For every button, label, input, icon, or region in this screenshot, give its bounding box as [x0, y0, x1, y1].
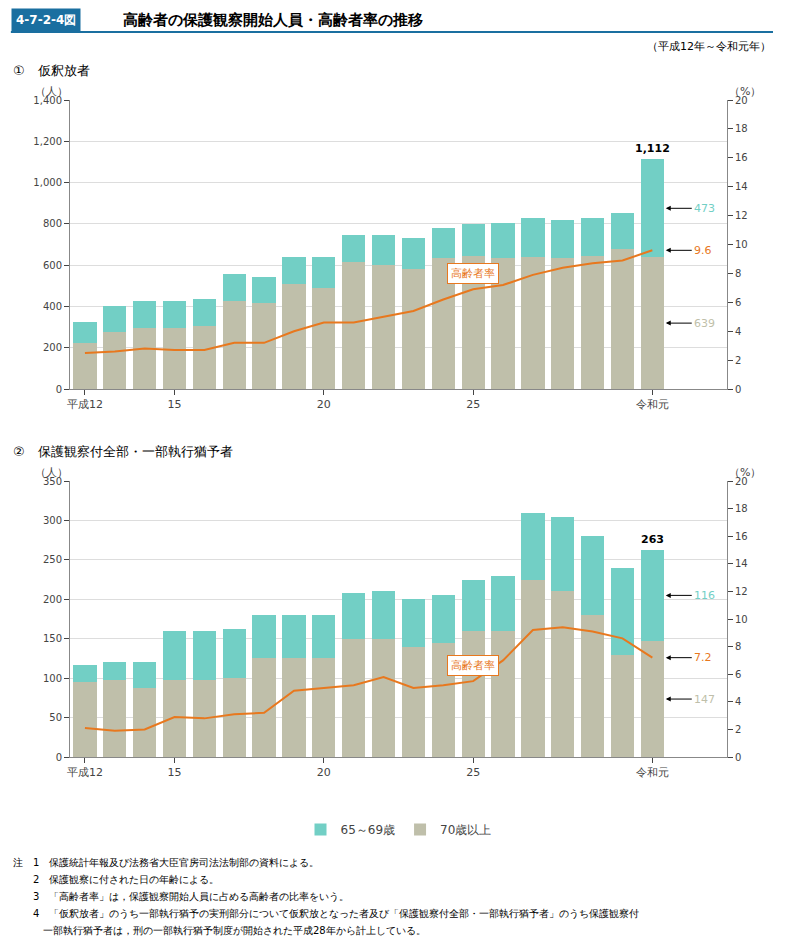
svg-text:0: 0 — [56, 752, 62, 763]
svg-text:平成12: 平成12 — [67, 398, 103, 411]
svg-text:15: 15 — [168, 398, 182, 411]
svg-text:平成12: 平成12 — [67, 766, 103, 779]
svg-text:（人）: （人） — [35, 466, 68, 479]
svg-text:14: 14 — [735, 181, 748, 192]
svg-text:12: 12 — [735, 210, 748, 221]
svg-text:20: 20 — [735, 476, 748, 487]
svg-text:20: 20 — [317, 766, 331, 779]
svg-text:350: 350 — [43, 476, 62, 487]
svg-text:2 保護観察に付された日の年齢による。: 2 保護観察に付された日の年齢による。 — [13, 874, 219, 885]
svg-text:16: 16 — [735, 531, 748, 542]
svg-text:（平成12年～令和元年）: （平成12年～令和元年） — [647, 40, 771, 53]
svg-text:147: 147 — [694, 693, 715, 706]
svg-text:3 「高齢者率」は，保護観察開始人員に占める高齢者の比率をい: 3 「高齢者率」は，保護観察開始人員に占める高齢者の比率をいう。 — [13, 891, 349, 902]
svg-text:1,200: 1,200 — [33, 136, 62, 147]
svg-text:263: 263 — [641, 533, 664, 546]
svg-text:15: 15 — [168, 766, 182, 779]
svg-text:70歳以上: 70歳以上 — [440, 823, 491, 837]
svg-text:① 仮釈放者: ① 仮釈放者 — [13, 63, 90, 78]
svg-text:0: 0 — [56, 384, 62, 395]
svg-text:150: 150 — [43, 633, 62, 644]
svg-text:一部執行猶予者は，刑の一部執行猶予制度が開始された平成28年: 一部執行猶予者は，刑の一部執行猶予制度が開始された平成28年から計上している。 — [13, 925, 426, 936]
svg-text:1,000: 1,000 — [33, 177, 62, 188]
svg-text:25: 25 — [466, 398, 480, 411]
svg-text:（%）: （%） — [729, 85, 761, 98]
svg-text:10: 10 — [735, 614, 748, 625]
svg-text:4: 4 — [735, 696, 741, 707]
svg-text:18: 18 — [735, 123, 748, 134]
svg-text:9.6: 9.6 — [694, 244, 712, 257]
svg-text:6: 6 — [735, 297, 741, 308]
svg-text:令和元: 令和元 — [636, 766, 669, 779]
svg-text:（人）: （人） — [35, 85, 68, 98]
svg-text:1,112: 1,112 — [635, 142, 670, 155]
svg-text:高齢者率: 高齢者率 — [451, 659, 495, 672]
svg-text:注 1 保護統計年報及び法務省大臣官房司法法制部の資料による: 注 1 保護統計年報及び法務省大臣官房司法法制部の資料による。 — [13, 857, 319, 868]
svg-text:14: 14 — [735, 558, 748, 569]
svg-text:473: 473 — [694, 202, 715, 215]
svg-text:20: 20 — [317, 398, 331, 411]
svg-text:639: 639 — [694, 317, 715, 330]
svg-text:（%）: （%） — [729, 466, 761, 479]
svg-text:高齢者率: 高齢者率 — [451, 267, 495, 280]
svg-text:200: 200 — [43, 594, 62, 605]
svg-text:2: 2 — [735, 724, 741, 735]
svg-text:0: 0 — [735, 752, 741, 763]
svg-text:250: 250 — [43, 554, 62, 565]
svg-text:7.2: 7.2 — [694, 651, 712, 664]
svg-text:8: 8 — [735, 268, 741, 279]
svg-text:20: 20 — [735, 95, 748, 106]
svg-text:② 保護観察付全部・一部執行猶予者: ② 保護観察付全部・一部執行猶予者 — [13, 444, 233, 459]
svg-text:4 「仮釈放者」のうち一部執行猶予の実刑部分について仮釈放と: 4 「仮釈放者」のうち一部執行猶予の実刑部分について仮釈放となった者及び「保護観… — [13, 908, 639, 919]
svg-text:18: 18 — [735, 503, 748, 514]
svg-text:200: 200 — [43, 342, 62, 353]
svg-text:高齢者の保護観察開始人員・高齢者率の推移: 高齢者の保護観察開始人員・高齢者率の推移 — [123, 11, 423, 29]
svg-text:6: 6 — [735, 669, 741, 680]
svg-text:50: 50 — [49, 712, 62, 723]
svg-text:0: 0 — [735, 384, 741, 395]
svg-text:400: 400 — [43, 301, 62, 312]
svg-text:116: 116 — [694, 589, 715, 602]
svg-text:600: 600 — [43, 260, 62, 271]
svg-text:8: 8 — [735, 641, 741, 652]
svg-text:25: 25 — [466, 766, 480, 779]
svg-text:12: 12 — [735, 586, 748, 597]
svg-text:10: 10 — [735, 239, 748, 250]
svg-text:800: 800 — [43, 218, 62, 229]
svg-text:2: 2 — [735, 355, 741, 366]
svg-text:100: 100 — [43, 673, 62, 684]
svg-text:16: 16 — [735, 152, 748, 163]
svg-text:令和元: 令和元 — [636, 398, 669, 411]
svg-text:1,400: 1,400 — [33, 95, 62, 106]
svg-text:65～69歳: 65～69歳 — [341, 823, 396, 837]
svg-text:4-7-2-4図: 4-7-2-4図 — [16, 13, 76, 27]
svg-text:300: 300 — [43, 515, 62, 526]
svg-text:4: 4 — [735, 326, 741, 337]
